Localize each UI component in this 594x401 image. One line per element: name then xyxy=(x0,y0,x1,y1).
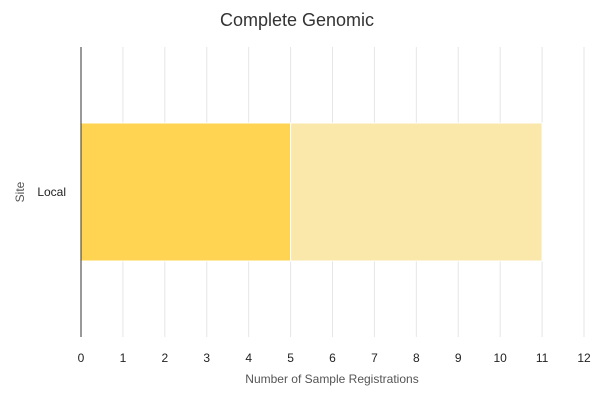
x-tick-label: 1 xyxy=(120,351,127,365)
category-labels: Local xyxy=(37,185,66,199)
x-tick-label: 5 xyxy=(287,351,294,365)
x-tick-label: 10 xyxy=(493,351,507,365)
x-tick-label: 3 xyxy=(203,351,210,365)
x-tick-label: 6 xyxy=(329,351,336,365)
chart-title: Complete Genomic xyxy=(220,10,374,30)
bar-segment-2 xyxy=(290,122,543,262)
x-tick-label: 9 xyxy=(455,351,462,365)
x-tick-label: 8 xyxy=(413,351,420,365)
x-axis-title: Number of Sample Registrations xyxy=(245,372,418,386)
x-tick-label: 2 xyxy=(161,351,168,365)
x-tick-label: 4 xyxy=(245,351,252,365)
x-tick-label: 0 xyxy=(78,351,85,365)
x-tick-label: 11 xyxy=(536,351,549,365)
y-axis-title: Site xyxy=(13,181,27,202)
x-tick-labels: 0 1 2 3 4 5 6 7 8 9 10 11 12 xyxy=(78,351,591,365)
bar-segment-1 xyxy=(80,122,292,262)
category-label: Local xyxy=(37,185,66,199)
x-tick-label: 12 xyxy=(577,351,591,365)
bars xyxy=(80,122,543,262)
x-tick-label: 7 xyxy=(371,351,378,365)
